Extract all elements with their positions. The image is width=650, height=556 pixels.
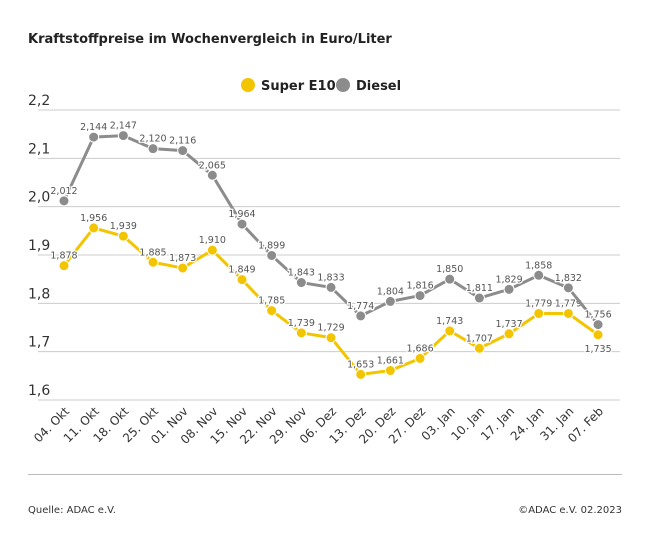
data-point (444, 325, 456, 337)
data-point (88, 131, 100, 143)
data-point (117, 130, 129, 142)
data-label: 2,144 (80, 122, 107, 133)
data-point (206, 169, 218, 181)
data-point (533, 269, 545, 281)
data-point (384, 365, 396, 377)
data-point (147, 143, 159, 155)
data-label: 1,785 (258, 296, 285, 307)
data-label: 1,858 (525, 260, 552, 271)
data-label: 1,878 (50, 251, 77, 262)
data-point (58, 260, 70, 272)
y-tick-label: 1,7 (28, 335, 50, 351)
data-label: 1,816 (406, 281, 433, 292)
data-point (503, 283, 515, 295)
data-point (384, 295, 396, 307)
data-point (177, 262, 189, 274)
data-label: 1,729 (317, 323, 344, 334)
data-label: 1,779 (525, 298, 552, 309)
y-tick-label: 1,9 (28, 238, 50, 254)
data-label: 2,012 (50, 186, 77, 197)
data-label: 1,739 (288, 318, 315, 329)
copyright-note: ©ADAC e.V. 02.2023 (518, 505, 622, 516)
legend-label: Super E10 (261, 79, 336, 94)
data-point (58, 195, 70, 207)
data-label: 1,939 (110, 221, 137, 232)
data-point (236, 218, 248, 230)
data-point (325, 332, 337, 344)
data-label: 1,885 (139, 247, 166, 258)
data-label: 1,833 (317, 272, 344, 283)
data-label: 2,147 (110, 121, 137, 132)
data-label: 1,735 (584, 344, 611, 355)
data-point (295, 277, 307, 289)
data-label: 2,120 (139, 134, 166, 145)
data-point (592, 329, 604, 341)
data-label: 1,743 (436, 316, 463, 327)
data-point (414, 290, 426, 302)
data-point (355, 368, 367, 380)
data-point (325, 281, 337, 293)
data-point (177, 145, 189, 157)
data-label: 1,956 (80, 213, 107, 224)
data-label: 1,737 (495, 319, 522, 330)
y-tick-label: 2,0 (28, 190, 50, 206)
data-label: 1,850 (436, 264, 463, 275)
data-point (147, 256, 159, 268)
data-point (444, 273, 456, 285)
data-point (414, 352, 426, 364)
data-point (562, 282, 574, 294)
data-label: 1,707 (466, 333, 493, 344)
data-point (236, 274, 248, 286)
divider (28, 474, 622, 475)
data-point (117, 230, 129, 242)
chart-title: Kraftstoffpreise im Wochenvergleich in E… (28, 32, 392, 47)
data-label: 1,843 (288, 268, 315, 279)
data-label: 1,774 (347, 301, 374, 312)
data-point (266, 249, 278, 261)
data-label: 1,661 (377, 356, 404, 367)
data-label: 1,756 (584, 310, 611, 321)
legend-marker (241, 78, 255, 92)
data-label: 1,964 (228, 209, 255, 220)
y-tick-label: 1,8 (28, 286, 50, 302)
data-point (473, 342, 485, 354)
data-point (533, 307, 545, 319)
data-label: 1,899 (258, 240, 285, 251)
data-point (355, 310, 367, 322)
data-label: 1,779 (555, 298, 582, 309)
source-note: Quelle: ADAC e.V. (28, 505, 116, 516)
data-label: 1,811 (466, 283, 493, 294)
data-label: 1,832 (555, 273, 582, 284)
y-tick-label: 2,2 (28, 93, 50, 109)
data-label: 1,653 (347, 359, 374, 370)
data-point (295, 327, 307, 339)
legend-label: Diesel (356, 79, 401, 94)
data-point (473, 292, 485, 304)
data-point (266, 305, 278, 317)
data-label: 1,804 (377, 286, 404, 297)
y-tick-label: 2,1 (28, 141, 50, 157)
data-label: 1,829 (495, 274, 522, 285)
data-label: 2,116 (169, 136, 196, 147)
data-label: 1,686 (406, 343, 433, 354)
data-point (206, 244, 218, 256)
data-point (592, 319, 604, 331)
data-point (562, 307, 574, 319)
legend-marker (336, 78, 350, 92)
data-label: 2,065 (199, 160, 226, 171)
data-label: 1,849 (228, 265, 255, 276)
data-label: 1,873 (169, 253, 196, 264)
data-label: 1,910 (199, 235, 226, 246)
series-line (62, 134, 600, 326)
data-point (503, 328, 515, 340)
data-point (88, 222, 100, 234)
y-tick-label: 1,6 (28, 383, 50, 399)
